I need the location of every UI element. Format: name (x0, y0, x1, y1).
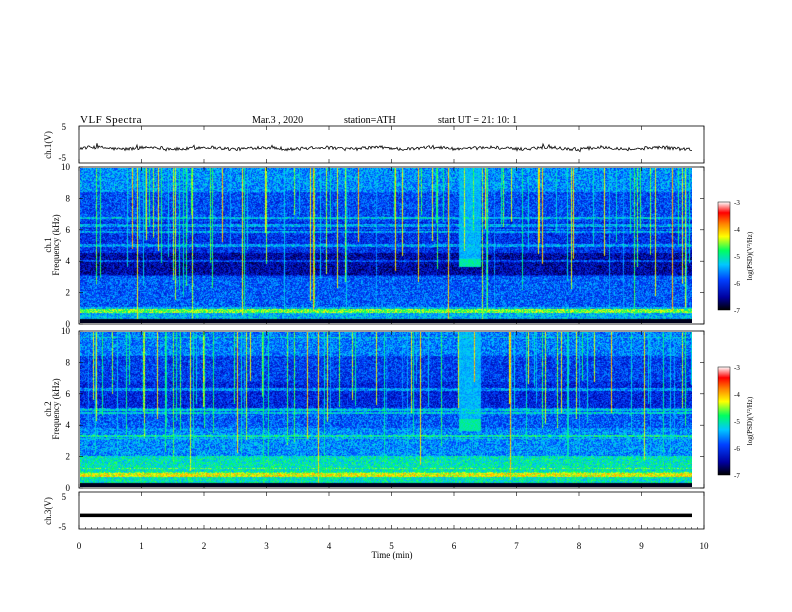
ch1-colorbar-gradient (717, 201, 731, 311)
time-tick-5: 5 (389, 541, 394, 551)
ch1-spectrogram-panel: ch.1 Frequency (kHz) 10 8 6 4 2 0 (43, 162, 705, 329)
ch1-waveform-panel: 5 -5 ch.1(V) (43, 122, 705, 164)
ch1-waveform-ylabel: ch.1(V) (43, 131, 53, 159)
time-tick-4: 4 (327, 541, 332, 551)
ch1-colorbar-label: log(PSD)(V²/Hz) (746, 231, 754, 280)
ch1-colorbar-tick--3: -3 (734, 199, 740, 207)
ch1-ytick-4: 4 (66, 256, 71, 266)
time-tick-10: 10 (700, 541, 710, 551)
ch2-ytick-0: 0 (66, 483, 71, 493)
ch2-spectrogram-image (80, 332, 692, 487)
ch1-ytick-0: 0 (66, 319, 71, 329)
ch3-waveform-frame (78, 491, 705, 530)
ch1-colorbar-tick--6: -6 (734, 280, 740, 288)
ch2-colorbar-gradient (717, 366, 731, 476)
ch2-ytick-4: 4 (66, 420, 71, 430)
ch2-frequency-ticks: 10 8 6 4 2 0 (61, 326, 704, 493)
ch2-colorbar-tick--5: -5 (734, 418, 740, 426)
ch2-colorbar-tick--3: -3 (734, 364, 740, 372)
ch1-ytick-bottom: -5 (59, 153, 67, 163)
ch1-ytick-10: 10 (61, 162, 71, 172)
ch1-colorbar-tick--5: -5 (734, 253, 740, 261)
ch3-waveform-line (80, 513, 692, 518)
time-tick-9: 9 (639, 541, 644, 551)
ch1-ytick-6: 6 (66, 225, 71, 235)
time-tick-0: 0 (77, 541, 82, 551)
ch2-ytick-2: 2 (66, 452, 71, 462)
ch2-colorbar-label: log(PSD)(V²/Hz) (746, 396, 754, 445)
ch1-ytick-2: 2 (66, 288, 71, 298)
ch1-frequency-ticks: 10 8 6 4 2 0 (61, 162, 704, 329)
ch1-colorbar: -3 -4 -5 -6 -7 log(PSD)(V²/Hz) (717, 199, 754, 315)
ch1-ytick-top: 5 (62, 122, 67, 132)
time-tick-7: 7 (514, 541, 519, 551)
ch2-channel-label: ch.2 (43, 401, 53, 416)
ch3-ytick-bottom: -5 (59, 522, 67, 532)
ch2-colorbar-tick--4: -4 (734, 391, 740, 399)
ch1-ytick-8: 8 (66, 193, 71, 203)
station-label: station=ATH (344, 115, 396, 126)
ch1-channel-label: ch.1 (43, 237, 53, 252)
ch1-waveform-line (79, 142, 693, 153)
ch2-colorbar-tick--7: -7 (734, 472, 740, 480)
recording-date: Mar.3 , 2020 (252, 115, 304, 126)
ch2-colorbar: -3 -4 -5 -6 -7 log(PSD)(V²/Hz) (717, 364, 754, 480)
ch1-colorbar-tick--4: -4 (734, 226, 740, 234)
ch3-waveform-ylabel: ch.3(V) (43, 497, 53, 525)
ch2-colorbar-tick--6: -6 (734, 445, 740, 453)
time-tick-2: 2 (202, 541, 207, 551)
start-time-label: start UT = 21: 10: 1 (438, 115, 518, 126)
ch1-waveform-frame (78, 125, 705, 164)
ch2-ytick-6: 6 (66, 389, 71, 399)
ch2-ytick-10: 10 (61, 326, 71, 336)
ch2-frequency-ylabel: Frequency (kHz) (51, 378, 61, 439)
ch2-ytick-8: 8 (66, 357, 71, 367)
ch3-waveform-panel: 5 -5 ch.3(V) 0 1 2 3 4 5 6 7 8 9 10 Time (min) (43, 126, 709, 560)
ch1-spectrogram-image (80, 168, 692, 323)
time-axis-ticks: 0 1 2 3 4 5 6 7 8 9 10 (77, 126, 709, 551)
ch1-frequency-ylabel: Frequency (kHz) (51, 214, 61, 275)
ch1-colorbar-tick--7: -7 (734, 307, 740, 315)
time-axis-label: Time (min) (372, 550, 413, 560)
ch3-ytick-top: 5 (62, 492, 67, 502)
time-tick-8: 8 (577, 541, 582, 551)
time-tick-3: 3 (264, 541, 269, 551)
ch2-spectrogram-panel: ch.2 Frequency (kHz) 10 8 6 4 2 0 (43, 326, 705, 493)
time-tick-1: 1 (139, 541, 144, 551)
figure-title: VLF Spectra (80, 114, 143, 126)
time-tick-6: 6 (452, 541, 457, 551)
